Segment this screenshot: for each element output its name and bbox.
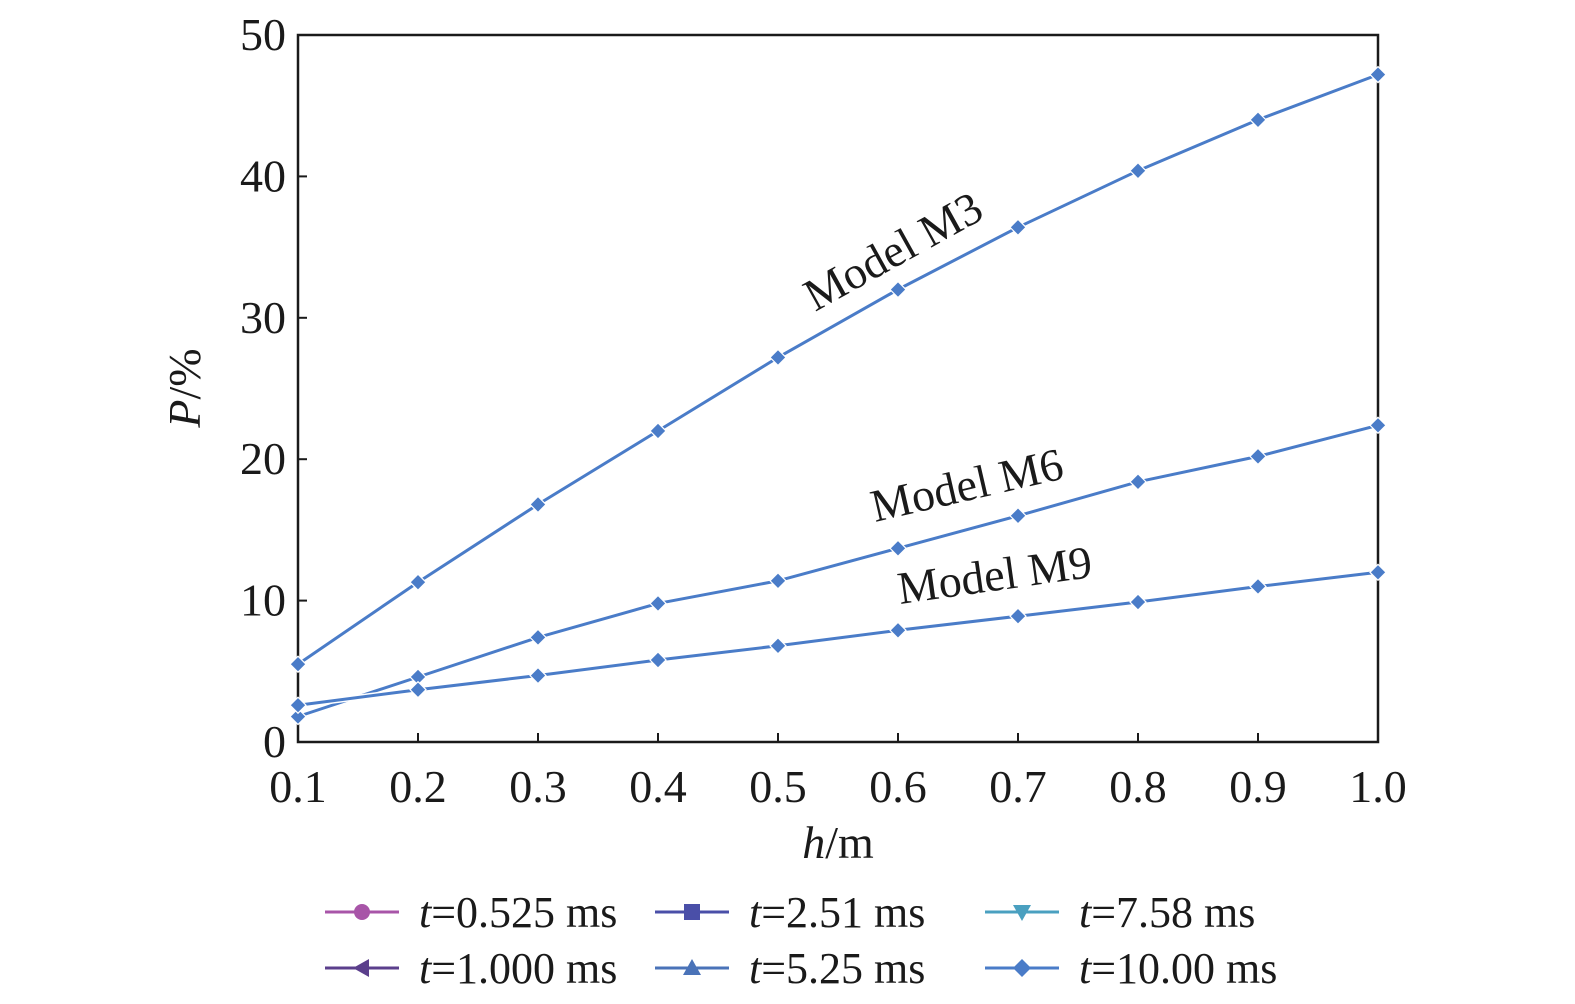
data-point (889, 621, 907, 640)
data-point (529, 495, 547, 514)
x-tick-label: 0.9 (1229, 761, 1287, 812)
series-line-model-m6 (297, 423, 1379, 718)
data-point (289, 655, 307, 674)
y-tick-label: 0 (263, 716, 286, 767)
y-tick-label: 20 (240, 433, 286, 484)
data-point (1129, 472, 1147, 491)
data-point (529, 666, 547, 685)
data-point (1249, 110, 1267, 129)
data-point (649, 651, 667, 669)
legend-item: t=5.25 ms (655, 944, 925, 993)
data-point (769, 636, 787, 655)
x-tick-label: 0.8 (1109, 761, 1167, 812)
legend-marker (1013, 905, 1031, 921)
data-point (769, 571, 787, 590)
y-tick-label: 50 (240, 9, 286, 60)
y-tick-label: 30 (240, 292, 286, 343)
x-tick-label: 0.2 (389, 761, 447, 812)
x-tick-label: 1.0 (1349, 761, 1407, 812)
legend-marker (1013, 959, 1031, 977)
data-point (409, 573, 427, 592)
x-tick-label: 0.6 (869, 761, 927, 812)
y-tick-label: 10 (240, 575, 286, 626)
legend-label: t=1.000 ms (419, 944, 617, 993)
data-point (289, 696, 307, 715)
series-line-model-m9 (297, 570, 1379, 707)
data-point (409, 680, 427, 699)
legend-label: t=0.525 ms (419, 888, 617, 937)
legend-item: t=7.58 ms (985, 888, 1255, 937)
plot-frame (296, 33, 1380, 744)
data-point (889, 539, 907, 558)
legend-label: t=10.00 ms (1079, 944, 1277, 993)
data-point (1369, 563, 1387, 582)
data-point (1369, 65, 1387, 84)
series-lines (296, 71, 1380, 720)
legend-marker (354, 904, 370, 920)
data-point (1129, 593, 1147, 611)
x-tick-label: 0.4 (629, 761, 687, 812)
data-point (1009, 506, 1027, 525)
legend: t=0.525 ms t=1.000 ms t=2.51 ms t=5.25 ms t=… (325, 888, 1277, 993)
x-tick-label: 0.5 (749, 761, 807, 812)
data-point (1249, 577, 1267, 596)
y-axis-title: P/% (159, 348, 210, 428)
legend-item: t=2.51 ms (655, 888, 925, 937)
legend-item: t=0.525 ms (325, 888, 617, 937)
data-point (649, 422, 667, 440)
y-axis-ticks: 0 10 20 30 40 50 (240, 9, 307, 767)
data-point (1009, 218, 1027, 237)
data-point (529, 628, 547, 647)
data-point (1249, 447, 1267, 466)
data-point (1369, 416, 1387, 435)
data-points (289, 65, 1387, 726)
x-axis-ticks: 0.1 0.2 0.3 0.4 0.5 0.6 0.7 0.8 0.9 1.0 (269, 733, 1407, 812)
data-point (1009, 607, 1027, 626)
legend-marker (683, 959, 701, 975)
legend-marker (353, 959, 369, 977)
data-point (289, 707, 307, 726)
annotation-model-m3: Model M3 (795, 181, 991, 320)
x-axis-title: h/m (802, 817, 874, 868)
x-tick-label: 0.7 (989, 761, 1047, 812)
legend-label: t=5.25 ms (749, 944, 925, 993)
x-tick-label: 0.1 (269, 761, 327, 812)
data-point (1129, 161, 1147, 180)
legend-item: t=1.000 ms (325, 944, 617, 993)
data-point (889, 280, 907, 299)
annotation-model-m9: Model M9 (894, 536, 1095, 614)
annotation-model-m6: Model M6 (866, 438, 1068, 532)
series-line-model-m3 (297, 73, 1379, 666)
x-tick-label: 0.3 (509, 761, 567, 812)
data-point (649, 594, 667, 613)
legend-label: t=2.51 ms (749, 888, 925, 937)
series-line-halo (297, 422, 1379, 720)
legend-marker (684, 904, 700, 920)
y-tick-label: 40 (240, 150, 286, 201)
legend-label: t=7.58 ms (1079, 888, 1255, 937)
series-line-halo (296, 71, 1380, 667)
legend-item: t=10.00 ms (985, 944, 1277, 993)
data-point (769, 348, 787, 367)
